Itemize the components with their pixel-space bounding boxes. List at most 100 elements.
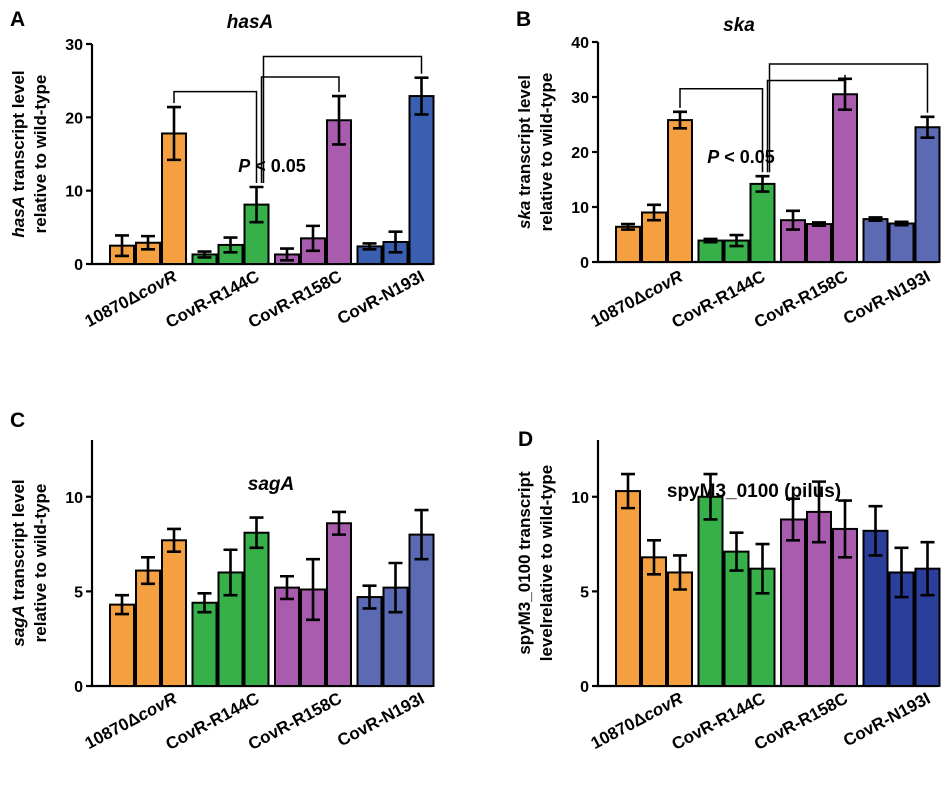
- y-tick-label: 10: [571, 490, 589, 507]
- error-bar: [621, 472, 635, 510]
- y-tick-label: 0: [74, 257, 83, 274]
- error-bar: [703, 237, 718, 244]
- bar: [914, 126, 941, 263]
- error-bar: [673, 110, 687, 130]
- error-bar: [673, 554, 687, 591]
- y-axis-label: hasA transcript level relative to wild-ty…: [9, 70, 50, 237]
- bar: [135, 569, 161, 687]
- category-label: CovR-R144C: [163, 689, 263, 754]
- y-tick-label: 20: [571, 145, 589, 162]
- bar: [243, 531, 270, 687]
- error-bar: [362, 242, 377, 251]
- bar: [697, 495, 724, 687]
- bar: [667, 571, 693, 688]
- y-tick-label: 20: [65, 110, 83, 127]
- error-bar: [868, 216, 883, 223]
- bar: [832, 93, 858, 263]
- y-tick-label: 0: [580, 255, 589, 272]
- error-bar: [920, 540, 935, 597]
- error-bar: [621, 222, 635, 231]
- error-bar: [729, 233, 744, 248]
- y-axis-label: sagA transcript level relative to wild-ty…: [9, 479, 50, 646]
- error-bar: [812, 221, 826, 227]
- bar: [109, 603, 135, 688]
- chart-title: ska: [723, 15, 755, 36]
- error-bar: [388, 561, 403, 614]
- category-label: CovR-R158C: [751, 689, 851, 754]
- y-tick-label: 10: [571, 200, 589, 217]
- error-bar: [197, 250, 212, 259]
- panel-label: D: [518, 428, 533, 451]
- bar: [326, 522, 352, 687]
- y-axis-label: ska transcript level relative to wild-typ…: [515, 73, 556, 232]
- error-bar: [647, 203, 661, 222]
- bar: [191, 601, 218, 687]
- error-bar: [812, 480, 826, 544]
- category-label: CovR-R144C: [163, 267, 263, 332]
- chart-title: spyM3_0100 (pilus): [667, 481, 841, 502]
- bar: [780, 518, 806, 687]
- category-label: CovR-R158C: [245, 689, 345, 754]
- significance-bracket: [262, 55, 423, 183]
- panel-label: A: [10, 8, 25, 31]
- category-label: CovR-R158C: [751, 267, 851, 332]
- category-label: CovR-N193I: [334, 267, 427, 329]
- significance-label: P < 0.05: [238, 156, 306, 176]
- significance-bracket: [173, 90, 258, 183]
- significance-bracket: [766, 74, 846, 173]
- y-axis-label: spyM3_0100 transcript levelrelative to wi…: [515, 465, 556, 662]
- error-bar: [306, 557, 320, 622]
- bar: [408, 95, 435, 265]
- y-tick-label: 0: [74, 679, 83, 696]
- category-label: CovR-N193I: [840, 689, 933, 751]
- bar: [806, 223, 832, 264]
- y-tick-label: 30: [65, 37, 83, 54]
- error-bar: [115, 234, 129, 258]
- category-label: CovR-N193I: [840, 267, 933, 329]
- chart-title: hasA: [227, 12, 273, 33]
- error-bar: [249, 185, 264, 224]
- error-bar: [868, 504, 883, 557]
- error-bar: [414, 508, 429, 561]
- error-bar: [115, 593, 129, 616]
- error-bar: [362, 584, 377, 610]
- y-tick-label: 10: [65, 490, 83, 507]
- chart-title: sagA: [248, 474, 294, 495]
- error-bar: [141, 234, 155, 251]
- bar: [888, 222, 915, 263]
- significance-label: P < 0.05: [707, 147, 775, 167]
- error-bar: [894, 220, 909, 227]
- error-bar: [920, 115, 935, 139]
- error-bar: [280, 574, 294, 601]
- y-tick-label: 30: [571, 90, 589, 107]
- error-bar: [755, 174, 770, 193]
- bar: [723, 550, 750, 688]
- y-tick-label: 10: [65, 184, 83, 201]
- error-bar: [786, 209, 800, 231]
- bar: [615, 225, 641, 264]
- error-bar: [167, 527, 181, 553]
- error-bar: [332, 510, 346, 536]
- error-bar: [388, 230, 403, 254]
- category-label: CovR-R144C: [669, 689, 769, 754]
- category-label: CovR-R158C: [245, 267, 345, 332]
- bar: [862, 218, 889, 264]
- error-bar: [703, 472, 718, 521]
- bar: [274, 586, 300, 687]
- panel-label: B: [516, 8, 531, 31]
- error-bar: [332, 94, 346, 146]
- error-bar: [223, 236, 238, 254]
- y-tick-label: 40: [571, 35, 589, 52]
- error-bar: [141, 556, 155, 586]
- error-bar: [167, 105, 181, 162]
- bar: [161, 539, 187, 687]
- bar: [697, 239, 724, 264]
- bar: [615, 490, 641, 688]
- category-label: CovR-N193I: [334, 689, 427, 751]
- error-bar: [414, 76, 429, 116]
- panel-label: C: [10, 409, 25, 432]
